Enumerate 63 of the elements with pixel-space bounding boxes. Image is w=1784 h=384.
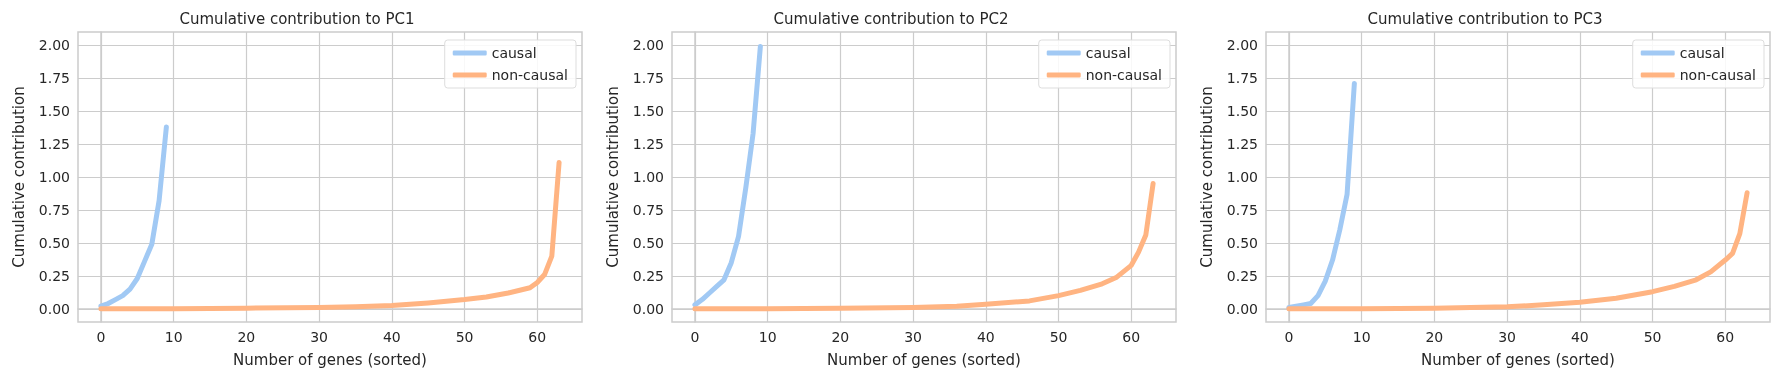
x-tick-label: 40 — [976, 329, 995, 345]
x-tick-label: 0 — [96, 329, 106, 345]
y-tick-label: 0.25 — [38, 267, 70, 284]
y-tick-label: 0.00 — [38, 300, 70, 317]
y-tick-label: 1.50 — [38, 103, 70, 120]
y-tick-label: 0.50 — [632, 234, 664, 251]
x-axis-title: Number of genes (sorted) — [233, 350, 427, 369]
y-tick-label: 1.00 — [1226, 169, 1258, 185]
x-tick-label: 0 — [1284, 329, 1294, 345]
x-tick-label: 20 — [237, 329, 256, 345]
y-tick-label: 0.00 — [1226, 300, 1258, 317]
x-tick-label: 10 — [758, 329, 777, 345]
x-tick-label: 10 — [164, 329, 183, 345]
x-tick-label: 60 — [528, 329, 547, 345]
x-tick-label: 50 — [1049, 329, 1068, 345]
x-axis-title: Number of genes (sorted) — [827, 350, 1021, 369]
y-tick-label: 0.00 — [632, 300, 664, 317]
x-tick-label: 10 — [1352, 329, 1371, 345]
y-tick-label: 0.75 — [1226, 201, 1258, 218]
x-tick-label: 20 — [1425, 329, 1444, 345]
legend-label: causal — [1085, 45, 1131, 61]
legend-label: causal — [491, 45, 537, 61]
x-tick-label: 20 — [831, 329, 850, 345]
x-tick-label: 50 — [455, 329, 474, 345]
y-tick-label: 1.25 — [632, 136, 664, 153]
y-axis-title: Cumulative contribution — [9, 86, 28, 268]
y-tick-label: 1.50 — [1226, 103, 1258, 120]
chart-title: Cumulative contribution to PC2 — [773, 9, 1009, 28]
legend-label: causal — [1679, 45, 1725, 61]
x-tick-label: 40 — [1570, 329, 1589, 345]
legend-label: non-causal — [1085, 67, 1163, 83]
y-tick-label: 1.50 — [632, 103, 664, 120]
x-tick-label: 50 — [1643, 329, 1662, 345]
x-tick-label: 30 — [1498, 329, 1517, 345]
y-tick-label: 0.50 — [1226, 234, 1258, 251]
x-tick-label: 60 — [1716, 329, 1735, 345]
y-tick-label: 1.25 — [38, 136, 70, 153]
y-tick-label: 0.25 — [632, 267, 664, 284]
y-tick-label: 0.75 — [38, 201, 70, 218]
x-tick-label: 30 — [904, 329, 923, 345]
x-tick-label: 30 — [310, 329, 328, 345]
y-tick-label: 2.00 — [632, 37, 664, 54]
y-tick-label: 0.75 — [632, 201, 664, 218]
y-tick-label: 1.25 — [1226, 136, 1258, 153]
y-tick-label: 1.00 — [38, 169, 70, 185]
chart-title: Cumulative contribution to PC1 — [179, 9, 415, 28]
y-tick-label: 0.25 — [1226, 267, 1258, 284]
x-tick-label: 0 — [690, 329, 700, 345]
y-tick-label: 0.50 — [38, 234, 70, 251]
legend-label: non-causal — [1679, 67, 1757, 83]
y-tick-label: 1.75 — [38, 70, 70, 87]
legend-label: non-causal — [491, 67, 569, 83]
y-tick-label: 1.75 — [632, 70, 664, 87]
x-tick-label: 40 — [382, 329, 401, 345]
y-axis-title: Cumulative contribution — [1197, 86, 1216, 268]
chart-title: Cumulative contribution to PC3 — [1367, 9, 1603, 28]
x-tick-label: 60 — [1122, 329, 1141, 345]
y-tick-label: 1.00 — [632, 169, 664, 185]
y-tick-label: 2.00 — [1226, 37, 1258, 54]
y-tick-label: 2.00 — [38, 37, 70, 54]
y-axis-title: Cumulative contribution — [603, 86, 622, 268]
y-tick-label: 1.75 — [1226, 70, 1258, 87]
x-axis-title: Number of genes (sorted) — [1421, 350, 1615, 369]
